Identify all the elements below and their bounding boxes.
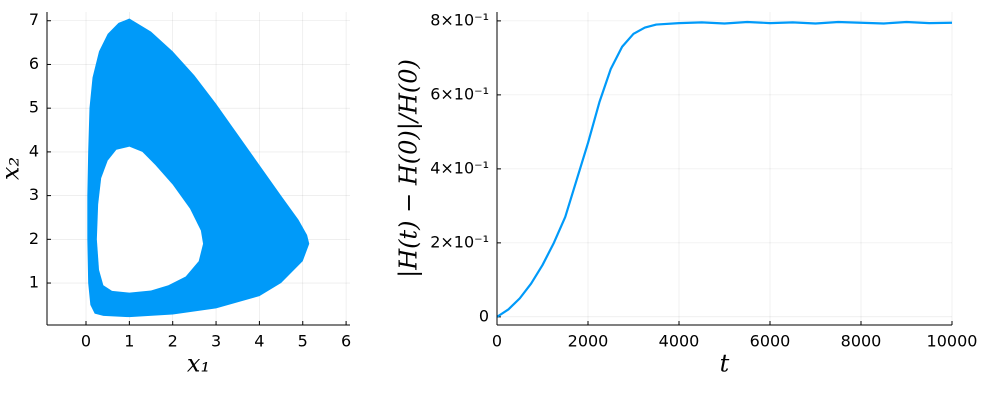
x-tick-label: 5 bbox=[298, 332, 308, 351]
x-axis-label: t bbox=[720, 350, 730, 378]
region bbox=[96, 146, 204, 293]
x-tick-label: 3 bbox=[211, 332, 221, 351]
y-tick-label: 2×10⁻¹ bbox=[430, 232, 489, 251]
x-tick-label: 4000 bbox=[659, 332, 700, 351]
y-tick-label: 7 bbox=[29, 10, 39, 29]
x-tick-label: 2 bbox=[168, 332, 178, 351]
x-tick-label: 4 bbox=[254, 332, 264, 351]
x-tick-label: 6 bbox=[341, 332, 351, 351]
x-tick-label: 0 bbox=[81, 332, 91, 351]
y-tick-label: 4×10⁻¹ bbox=[430, 158, 489, 177]
y-tick-label: 0 bbox=[479, 306, 489, 325]
y-axis-label: |H(t) − H(0)|/H(0) bbox=[395, 59, 424, 278]
y-tick-label: 5 bbox=[29, 98, 39, 117]
x-tick-label: 2000 bbox=[568, 332, 609, 351]
y-tick-label: 6 bbox=[29, 54, 39, 73]
x-tick-label: 6000 bbox=[750, 332, 791, 351]
y-tick-label: 6×10⁻¹ bbox=[430, 84, 489, 103]
y-tick-label: 1 bbox=[29, 273, 39, 292]
y-tick-label: 4 bbox=[29, 141, 39, 160]
y-tick-label: 2 bbox=[29, 229, 39, 248]
y-axis-label: x₂ bbox=[0, 157, 25, 180]
x-axis-label: x₁ bbox=[187, 350, 210, 378]
y-tick-label: 8×10⁻¹ bbox=[430, 10, 489, 29]
x-tick-label: 0 bbox=[492, 332, 502, 351]
y-tick-label: 3 bbox=[29, 185, 39, 204]
line bbox=[496, 20, 953, 318]
x-tick-label: 10000 bbox=[927, 332, 978, 351]
x-tick-label: 1 bbox=[124, 332, 134, 351]
x-tick-label: 8000 bbox=[841, 332, 882, 351]
